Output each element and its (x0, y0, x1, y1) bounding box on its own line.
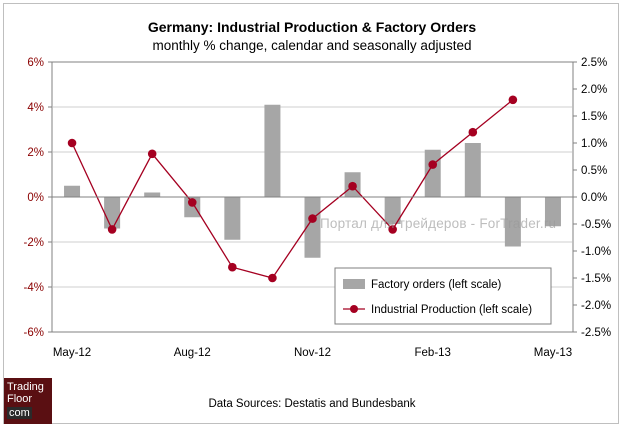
left-tick-label: -2% (24, 237, 44, 249)
industrial-production-point (107, 225, 117, 234)
x-tick-label: Aug-12 (174, 347, 211, 359)
industrial-production-point (388, 225, 397, 234)
logo-line1: Trading (7, 381, 44, 393)
factory-orders-bar (464, 143, 481, 197)
source-note: Data Sources: Destatis and Bundesbank (208, 398, 416, 410)
right-tick-label: -2.0% (581, 300, 611, 312)
industrial-production-line (67, 95, 518, 283)
left-tick-label: 4% (27, 102, 44, 114)
factory-orders-bar (304, 197, 321, 258)
factory-orders-bar (64, 185, 81, 197)
right-tick-label: 0.5% (581, 165, 607, 177)
factory-orders-bar (264, 104, 281, 197)
right-tick-label: -2.5% (581, 327, 611, 339)
factory-orders-bar (144, 192, 161, 197)
legend-marker-industrial-production (350, 305, 358, 313)
right-tick-label: -1.0% (581, 246, 611, 258)
logo-line3: com (7, 407, 32, 419)
right-tick-label: -0.5% (581, 219, 611, 231)
factory-orders-bar (384, 197, 401, 224)
logo-line2: Floor (7, 393, 33, 405)
industrial-production-point (268, 273, 277, 283)
industrial-production-point (428, 160, 438, 169)
industrial-production-point (187, 198, 197, 207)
watermark-text: Портал для трейдеров - ForTrader.ru (320, 216, 557, 231)
tradingfloor-logo[interactable]: Trading Floor com (4, 378, 52, 424)
industrial-production-point (468, 127, 478, 137)
left-tick-label: 0% (27, 192, 44, 204)
x-tick-label: May-13 (534, 347, 572, 359)
right-tick-label: 1.0% (581, 138, 607, 150)
left-tick-label: 6% (27, 57, 44, 69)
x-tick-label: Nov-12 (294, 347, 331, 359)
industrial-production-point (147, 149, 157, 159)
legend-label-factory-orders: Factory orders (left scale) (371, 279, 502, 291)
legend-box (334, 267, 552, 325)
right-tick-label: 1.5% (581, 111, 607, 123)
industrial-production-point (67, 138, 77, 148)
chart-title: Germany: Industrial Production & Factory… (147, 19, 477, 35)
chart-subtitle: monthly % change, calendar and seasonall… (152, 38, 472, 53)
industrial-production-path (71, 99, 514, 279)
factory-orders-bars (64, 104, 561, 258)
right-tick-label: 2.0% (581, 84, 607, 96)
right-tick-label: 0.0% (581, 192, 607, 204)
factory-orders-bar (504, 197, 521, 247)
right-tick-label: 2.5% (581, 57, 607, 69)
industrial-production-point (508, 95, 518, 105)
industrial-production-point (348, 181, 357, 191)
left-tick-label: 2% (27, 147, 44, 159)
factory-orders-bar (224, 197, 241, 240)
left-tick-label: -4% (24, 282, 44, 294)
axes: -6% -4% -2% 0% 2% 4% 6% -2.5% -2.0% -1.5% -1.0% -0.… (24, 57, 612, 359)
left-tick-label: -6% (24, 327, 44, 339)
legend-label-industrial-production: Industrial Production (left scale) (371, 304, 532, 316)
legend: Factory orders (left scale) Industrial Pr… (334, 267, 552, 325)
industrial-production-point (228, 262, 237, 272)
factory-orders-bar (104, 197, 121, 229)
industrial-production-point (308, 214, 317, 223)
factory-orders-bar (544, 197, 561, 227)
legend-swatch-factory-orders (343, 279, 365, 289)
right-tick-label: -1.5% (581, 273, 611, 285)
x-tick-label: May-12 (53, 347, 91, 359)
x-tick-label: Feb-13 (415, 347, 451, 359)
